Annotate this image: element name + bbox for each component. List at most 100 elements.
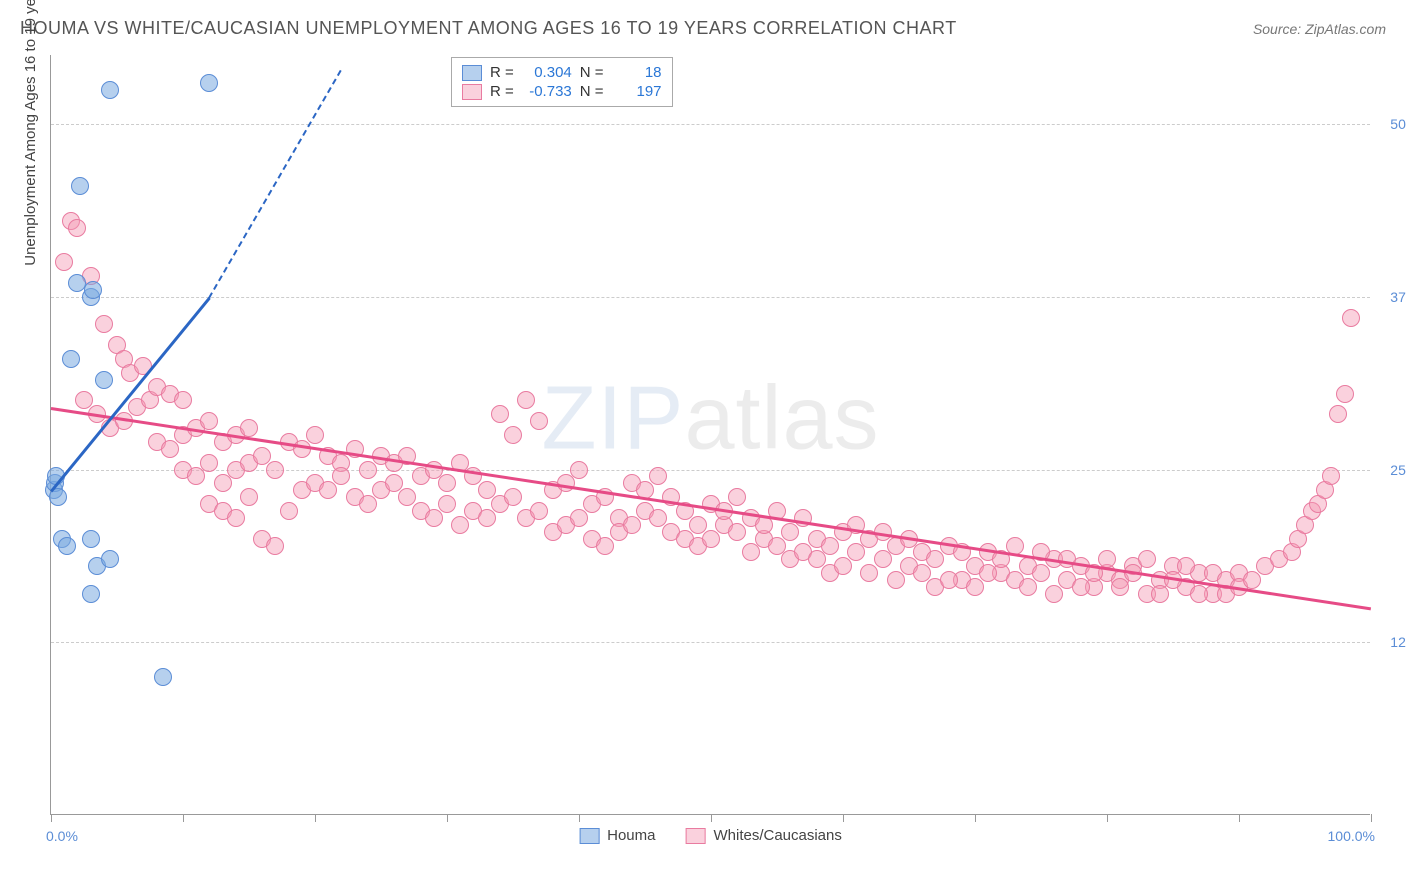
- whites-point: [161, 440, 179, 458]
- legend-swatch-whites: [685, 828, 705, 844]
- whites-point: [702, 530, 720, 548]
- whites-point: [200, 412, 218, 430]
- watermark-atlas: atlas: [684, 369, 879, 469]
- houma-point: [71, 177, 89, 195]
- n-label: N =: [580, 83, 604, 100]
- whites-point: [623, 516, 641, 534]
- houma-point: [101, 81, 119, 99]
- x-tick: [579, 814, 580, 822]
- y-tick-label: 25.0%: [1390, 462, 1406, 478]
- watermark-zip: ZIP: [541, 369, 684, 469]
- trend-line: [51, 407, 1371, 610]
- whites-point: [834, 557, 852, 575]
- whites-point: [478, 509, 496, 527]
- legend-label-whites: Whites/Caucasians: [713, 827, 841, 844]
- x-tick: [1239, 814, 1240, 822]
- whites-point: [570, 461, 588, 479]
- whites-point: [240, 419, 258, 437]
- houma-n-value: 18: [612, 64, 662, 81]
- y-tick-label: 37.5%: [1390, 289, 1406, 305]
- whites-point: [1138, 550, 1156, 568]
- whites-point: [200, 454, 218, 472]
- whites-point: [174, 391, 192, 409]
- grid-line: [51, 642, 1370, 643]
- stats-row-houma: R = 0.304 N = 18: [462, 64, 662, 81]
- whites-point: [887, 571, 905, 589]
- y-axis-title: Unemployment Among Ages 16 to 19 years: [22, 0, 39, 266]
- whites-point: [425, 509, 443, 527]
- x-tick: [711, 814, 712, 822]
- whites-point: [359, 461, 377, 479]
- whites-point: [266, 537, 284, 555]
- whites-point: [728, 488, 746, 506]
- r-label: R =: [490, 64, 514, 81]
- source-credit: Source: ZipAtlas.com: [1253, 21, 1386, 37]
- whites-point: [874, 550, 892, 568]
- x-tick: [975, 814, 976, 822]
- whites-point: [187, 467, 205, 485]
- x-tick: [1107, 814, 1108, 822]
- whites-point: [491, 405, 509, 423]
- whites-point: [306, 426, 324, 444]
- x-axis-min-label: 0.0%: [46, 828, 78, 844]
- whites-point: [728, 523, 746, 541]
- whites-point: [821, 537, 839, 555]
- legend-item-houma: Houma: [579, 827, 655, 844]
- x-tick: [843, 814, 844, 822]
- y-tick-label: 12.5%: [1390, 634, 1406, 650]
- whites-point: [860, 564, 878, 582]
- whites-point: [570, 509, 588, 527]
- whites-point: [1342, 309, 1360, 327]
- houma-point: [62, 350, 80, 368]
- whites-point: [1045, 585, 1063, 603]
- whites-point: [1322, 467, 1340, 485]
- y-tick-label: 50.0%: [1390, 116, 1406, 132]
- whites-point: [979, 564, 997, 582]
- whites-point: [438, 474, 456, 492]
- whites-point: [1032, 564, 1050, 582]
- whites-point: [530, 502, 548, 520]
- grid-line: [51, 297, 1370, 298]
- houma-point: [101, 550, 119, 568]
- whites-point: [530, 412, 548, 430]
- whites-point: [847, 543, 865, 561]
- x-tick: [51, 814, 52, 822]
- chart-title: HOUMA VS WHITE/CAUCASIAN UNEMPLOYMENT AM…: [20, 18, 957, 39]
- whites-point: [293, 440, 311, 458]
- whites-point: [649, 467, 667, 485]
- houma-point: [84, 281, 102, 299]
- houma-point: [82, 585, 100, 603]
- whites-point: [966, 578, 984, 596]
- whites-point: [1151, 585, 1169, 603]
- whites-point: [1336, 385, 1354, 403]
- whites-n-value: 197: [612, 83, 662, 100]
- houma-r-value: 0.304: [522, 64, 572, 81]
- legend-item-whites: Whites/Caucasians: [685, 827, 841, 844]
- whites-point: [596, 537, 614, 555]
- legend-swatch-houma: [579, 828, 599, 844]
- whites-point: [451, 516, 469, 534]
- stats-box: R = 0.304 N = 18 R = -0.733 N = 197: [451, 57, 673, 107]
- x-tick: [315, 814, 316, 822]
- whites-point: [1177, 557, 1195, 575]
- houma-point: [82, 530, 100, 548]
- stats-swatch-whites: [462, 84, 482, 100]
- bottom-legend: Houma Whites/Caucasians: [579, 827, 842, 844]
- houma-point: [154, 668, 172, 686]
- whites-point: [332, 467, 350, 485]
- whites-point: [280, 502, 298, 520]
- houma-point: [200, 74, 218, 92]
- x-tick: [1371, 814, 1372, 822]
- plot-area: ZIPatlas R = 0.304 N = 18 R = -0.733 N =…: [50, 55, 1370, 815]
- houma-point: [95, 371, 113, 389]
- whites-point: [926, 550, 944, 568]
- legend-label-houma: Houma: [607, 827, 655, 844]
- whites-point: [438, 495, 456, 513]
- r-label: R =: [490, 83, 514, 100]
- watermark: ZIPatlas: [541, 368, 879, 471]
- whites-point: [1072, 578, 1090, 596]
- whites-point: [266, 461, 284, 479]
- whites-point: [1019, 578, 1037, 596]
- whites-point: [95, 315, 113, 333]
- whites-point: [214, 474, 232, 492]
